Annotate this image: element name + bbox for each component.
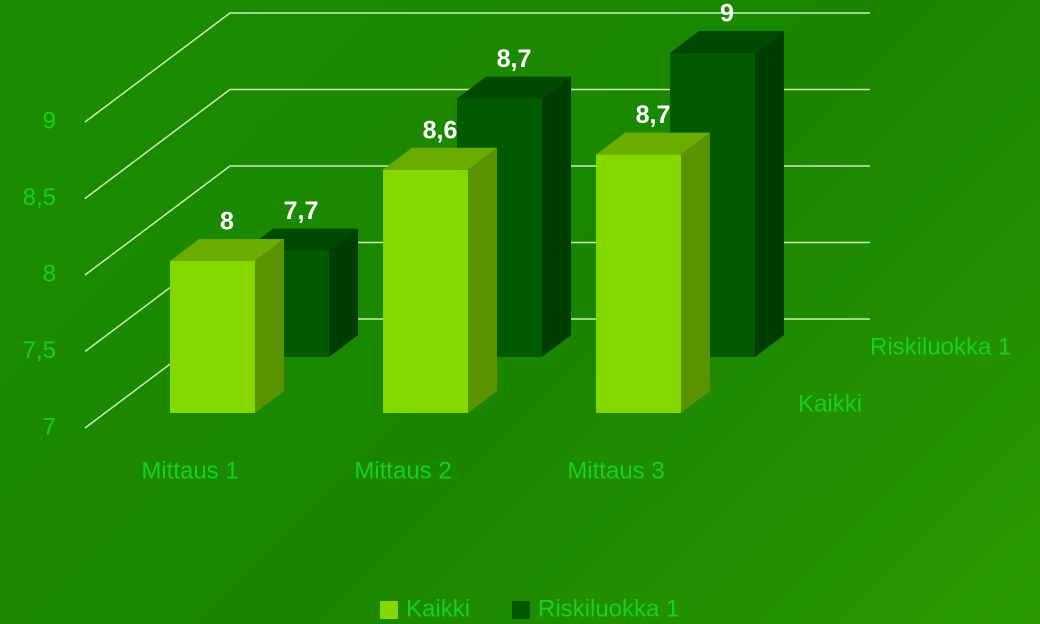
x-tick-label: Mittaus 1 <box>141 457 238 484</box>
data-label: 8 <box>220 208 234 236</box>
data-label: 7,7 <box>284 197 319 225</box>
bar-side <box>542 76 571 357</box>
legend-swatch <box>512 601 530 619</box>
grid-line <box>84 12 870 123</box>
bar-top <box>170 239 284 261</box>
legend-label: Kaikki <box>406 595 470 622</box>
data-label: 8,6 <box>423 116 458 144</box>
y-tick-label: 9 <box>43 107 56 134</box>
bar <box>383 169 468 413</box>
bar-side <box>255 239 284 413</box>
bar-top <box>383 147 497 170</box>
bar-top <box>457 76 571 99</box>
legend-swatch <box>380 601 398 619</box>
data-label: 9 <box>720 0 734 28</box>
bar <box>170 261 255 413</box>
y-tick-label: 8 <box>43 260 56 287</box>
bar-side <box>329 228 358 357</box>
depth-label: Kaikki <box>798 390 862 417</box>
data-label: 8,7 <box>636 101 671 129</box>
depth-label: Riskiluokka 1 <box>870 333 1011 360</box>
y-tick-label: 7,5 <box>23 337 56 364</box>
legend-label: Riskiluokka 1 <box>538 595 679 622</box>
x-tick-label: Mittaus 3 <box>567 457 664 484</box>
data-label: 8,7 <box>497 45 532 73</box>
bar-top <box>670 31 784 53</box>
bar-top <box>596 132 710 155</box>
bar <box>596 154 681 413</box>
y-tick-label: 8,5 <box>23 184 56 211</box>
grid-line <box>84 88 870 200</box>
x-tick-label: Mittaus 2 <box>354 457 451 484</box>
bar-side <box>681 132 710 413</box>
bar-side <box>468 147 497 414</box>
y-tick-label: 7 <box>43 413 56 440</box>
bar-side <box>755 31 784 357</box>
